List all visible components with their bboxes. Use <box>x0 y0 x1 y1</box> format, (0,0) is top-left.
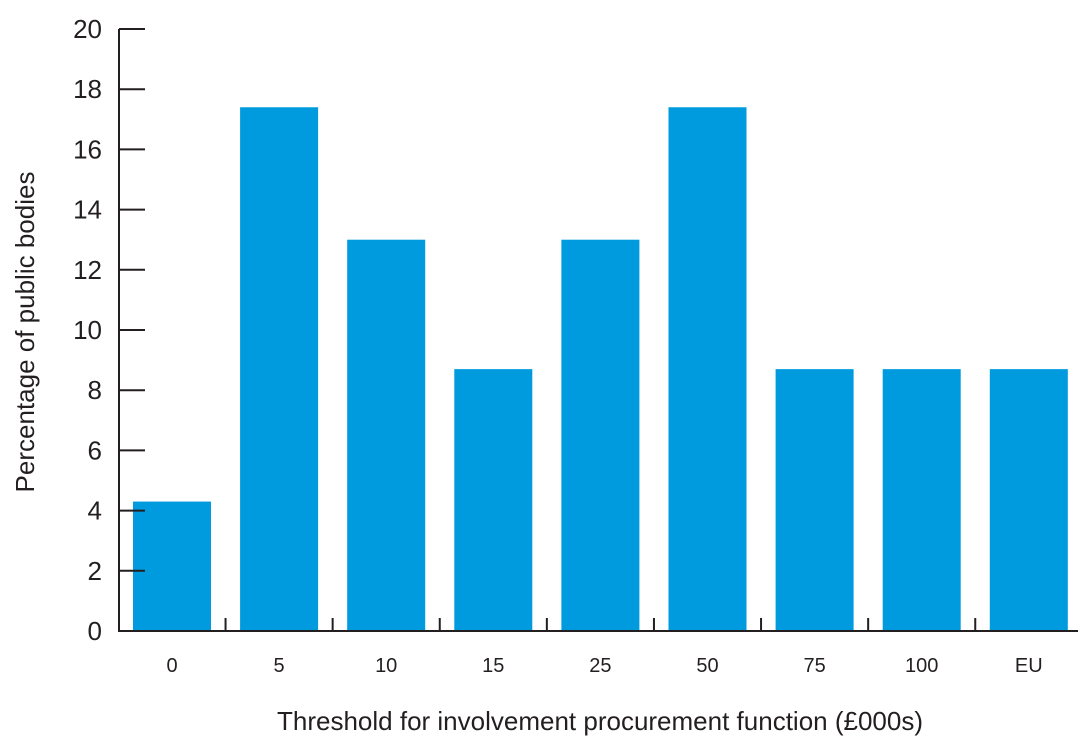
x-tick-label: 75 <box>803 655 825 677</box>
y-tick-label: 16 <box>73 134 102 164</box>
y-tick-label: 12 <box>73 255 102 285</box>
y-tick-label: 4 <box>88 496 102 526</box>
x-tick-label: 50 <box>696 655 718 677</box>
bar-100 <box>882 369 961 631</box>
y-axis-title: Percentage of public bodies <box>10 172 40 493</box>
x-tick-label: 0 <box>166 655 177 677</box>
x-tick-label: EU <box>1015 655 1043 677</box>
bar-5 <box>240 107 319 631</box>
y-tick-label: 2 <box>88 556 102 586</box>
x-tick-label: 5 <box>274 655 285 677</box>
y-tick-label: 14 <box>73 195 102 225</box>
bar-25 <box>561 239 640 631</box>
bar-eu <box>989 369 1068 631</box>
x-axis-title: Threshold for involvement procurement fu… <box>277 706 923 736</box>
bar-15 <box>454 369 533 631</box>
y-ticks-group: 0 2 4 6 8 10 12 14 16 18 20 <box>73 14 145 646</box>
y-tick-label: 20 <box>73 14 102 44</box>
x-tick-label: 10 <box>375 655 397 677</box>
bar-0 <box>133 501 211 631</box>
bars-group <box>133 107 1068 631</box>
x-tick-label: 100 <box>905 655 938 677</box>
y-tick-label: 18 <box>73 74 102 104</box>
bar-10 <box>347 239 426 631</box>
bar-75 <box>775 369 854 631</box>
y-tick-label: 0 <box>88 616 102 646</box>
y-tick-label: 8 <box>88 375 102 405</box>
x-tick-label: 25 <box>589 655 611 677</box>
y-tick-label: 6 <box>88 435 102 465</box>
y-tick-label: 10 <box>73 315 102 345</box>
x-tick-label: 15 <box>482 655 504 677</box>
bar-50 <box>668 107 747 631</box>
x-ticks-group: 0 5 10 15 25 50 75 100 EU <box>166 618 1043 677</box>
